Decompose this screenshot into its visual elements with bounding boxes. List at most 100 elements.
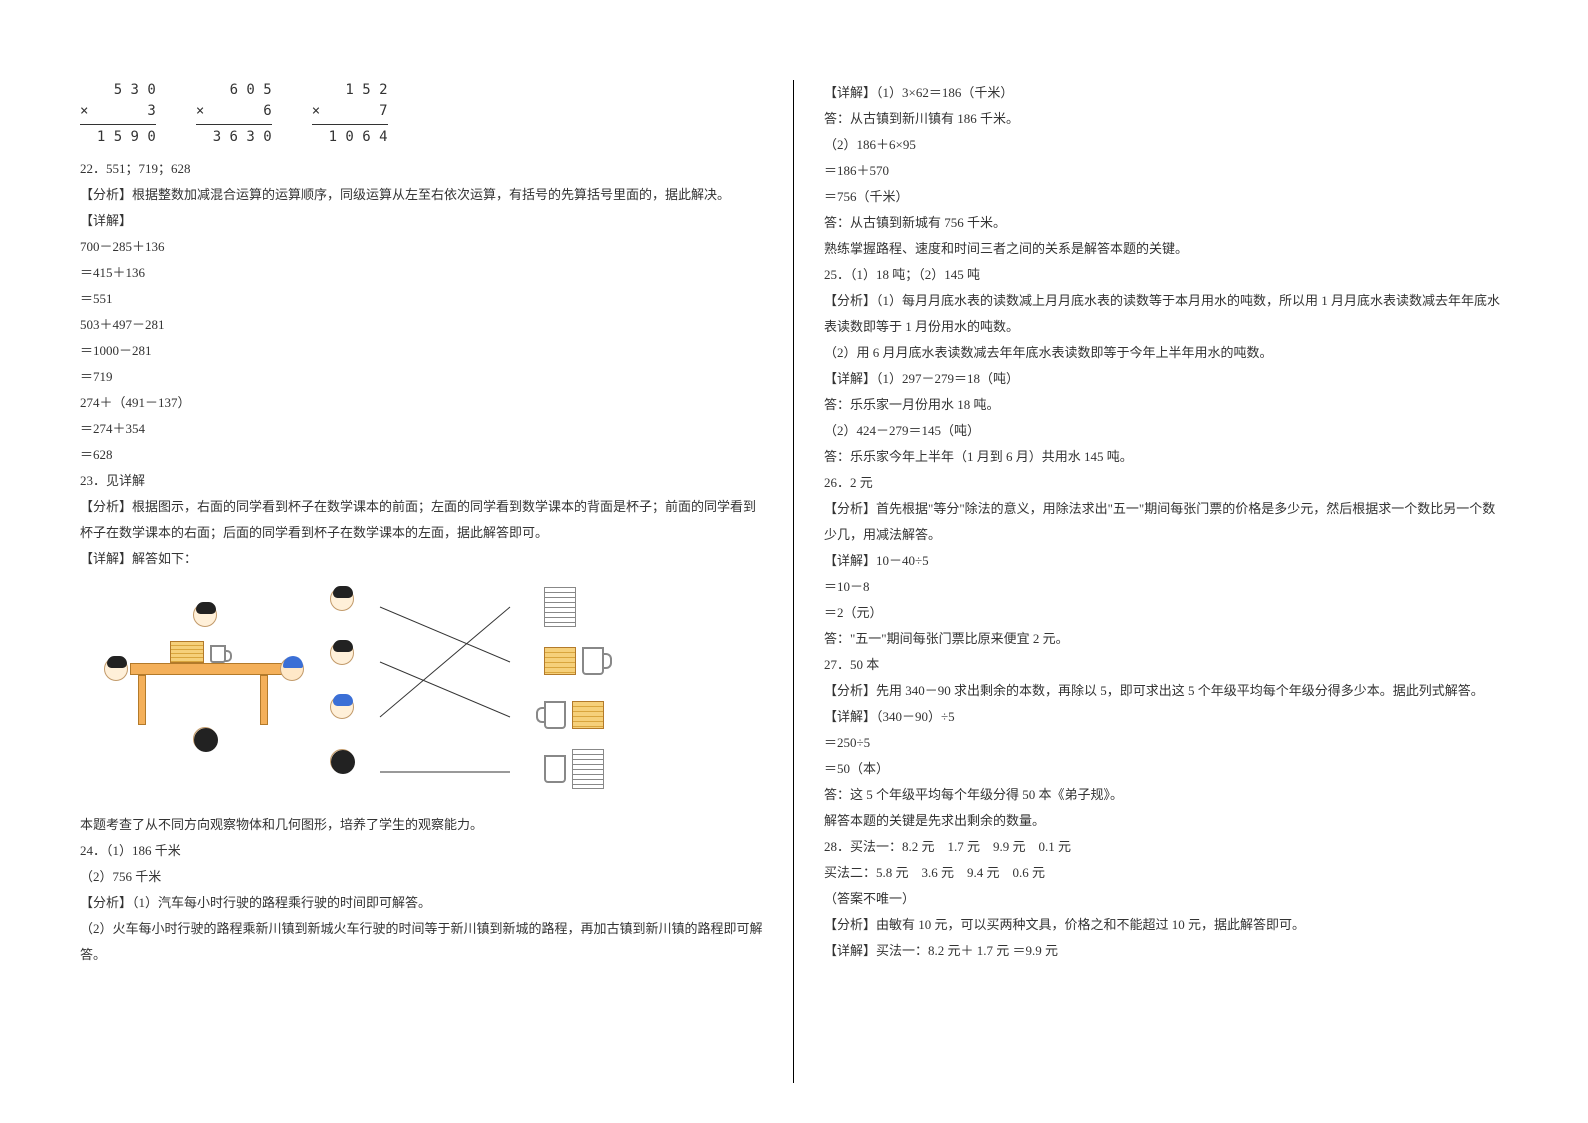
q27-analysis-text: 先用 340－90 求出剩余的本数，再除以 5，即可求出这 5 个年级平均每个年… bbox=[876, 683, 1484, 698]
q24-d1: （1）3×62＝186（千米） bbox=[876, 85, 1013, 100]
vmul-3-top: 1 5 2 bbox=[312, 80, 388, 101]
books-outline-icon bbox=[544, 587, 576, 627]
q27-answer: 答：这 5 个年级平均每个年级分得 50 本《弟子规》。 bbox=[824, 782, 1508, 808]
q24-analysis-1-text: （1）汽车每小时行驶的路程乘行驶的时间即可解答。 bbox=[132, 895, 431, 910]
q25-analysis-1: 【分析】（1）每月月底水表的读数减上月月底水表的读数等于本月用水的吨数，所以用 … bbox=[824, 288, 1508, 340]
q24-footer: 熟练掌握路程、速度和时间三者之间的关系是解答本题的关键。 bbox=[824, 236, 1508, 262]
vmul-2-mul: × 6 bbox=[196, 101, 272, 122]
q24-d4: ＝186＋570 bbox=[824, 158, 1508, 184]
cup-icon bbox=[210, 645, 226, 663]
cup-handle-left-icon bbox=[544, 701, 566, 729]
table-leg-icon bbox=[138, 675, 146, 725]
book-stack-icon bbox=[170, 641, 204, 663]
q24-header: 24．（1）186 千米 bbox=[80, 838, 763, 864]
q22-analysis: 【分析】根据整数加减混合运算的运算顺序，同级运算从左至右依次运算，有括号的先算括… bbox=[80, 182, 763, 208]
q26-detail-label: 【详解】 bbox=[824, 553, 876, 568]
vertical-multiplication-block: 5 3 0 × 3 1 5 9 0 6 0 5 × 6 3 6 3 0 1 5 … bbox=[80, 80, 763, 148]
opt-view-2 bbox=[544, 647, 604, 675]
q25-detail-label: 【详解】 bbox=[824, 371, 876, 386]
kid-bottom-icon bbox=[193, 727, 227, 767]
q24-analysis-label: 【分析】 bbox=[80, 895, 132, 910]
q23-analysis-label: 【分析】 bbox=[80, 499, 132, 514]
opt-kid-girl-icon bbox=[330, 587, 364, 627]
q26-s2: ＝2（元） bbox=[824, 600, 1508, 626]
q23-analysis: 【分析】根据图示，右面的同学看到杯子在数学课本的前面；左面的同学看到数学课本的背… bbox=[80, 494, 763, 546]
opt-row-4 bbox=[330, 744, 650, 794]
q25-analysis-2: （2）用 6 月月底水表读数减去年年底水表读数即等于今年上半年用水的吨数。 bbox=[824, 340, 1508, 366]
q23-detail-text: 解答如下： bbox=[132, 551, 197, 566]
left-column: 5 3 0 × 3 1 5 9 0 6 0 5 × 6 3 6 3 0 1 5 … bbox=[60, 80, 794, 1083]
q28-h1: 28．买法一：8.2 元 1.7 元 9.9 元 0.1 元 bbox=[824, 834, 1508, 860]
vmul-3-mul: × 7 bbox=[312, 101, 388, 122]
q23-detail-label: 【详解】 bbox=[80, 551, 132, 566]
q25-header: 25．（1）18 吨；（2）145 吨 bbox=[824, 262, 1508, 288]
matching-options bbox=[330, 582, 650, 802]
q25-detail-1: 【详解】（1）297－279＝18（吨） bbox=[824, 366, 1508, 392]
q24-d2: 答：从古镇到新川镇有 186 千米。 bbox=[824, 106, 1508, 132]
q27-detail: 【详解】（340－90）÷5 bbox=[824, 704, 1508, 730]
q25-d3: （2）424－279＝145（吨） bbox=[824, 418, 1508, 444]
cup-handle-right-icon bbox=[582, 647, 604, 675]
vmul-3: 1 5 2 × 7 1 0 6 4 bbox=[312, 80, 388, 148]
vmul-1-mul: × 3 bbox=[80, 101, 156, 122]
q25-d4: 答：乐乐家今年上半年（1 月到 6 月）共用水 145 吨。 bbox=[824, 444, 1508, 470]
q26-analysis: 【分析】首先根据"等分"除法的意义，用除法求出"五一"期间每张门票的价格是多少元… bbox=[824, 496, 1508, 548]
scene-table-kids bbox=[110, 607, 310, 777]
q27-detail-label: 【详解】 bbox=[824, 709, 876, 724]
q23-analysis-text: 根据图示，右面的同学看到杯子在数学课本的前面；左面的同学看到数学课本的背面是杯子… bbox=[80, 499, 756, 540]
q25-d2: 答：乐乐家一月份用水 18 吨。 bbox=[824, 392, 1508, 418]
right-column: 【详解】（1）3×62＝186（千米） 答：从古镇到新川镇有 186 千米。 （… bbox=[794, 80, 1528, 1083]
opt-view-3 bbox=[544, 701, 604, 729]
kid-left-icon bbox=[104, 657, 138, 697]
q23-detail: 【详解】解答如下： bbox=[80, 546, 763, 572]
q22-step-2: ＝551 bbox=[80, 286, 763, 312]
q24-d6: 答：从古镇到新城有 756 千米。 bbox=[824, 210, 1508, 236]
q27-s0: （340－90）÷5 bbox=[876, 709, 955, 724]
kid-right-icon bbox=[280, 657, 314, 697]
vmul-1-rule bbox=[80, 124, 156, 125]
q23-illustration bbox=[110, 582, 763, 802]
q28-detail: 【详解】买法一：8.2 元＋ 1.7 元 ＝9.9 元 bbox=[824, 938, 1508, 964]
page-two-column: 5 3 0 × 3 1 5 9 0 6 0 5 × 6 3 6 3 0 1 5 … bbox=[60, 80, 1528, 1083]
q28-detail-text: 买法一：8.2 元＋ 1.7 元 ＝9.9 元 bbox=[876, 943, 1058, 958]
vmul-2-result: 3 6 3 0 bbox=[196, 127, 272, 148]
q26-s0: 10－40÷5 bbox=[876, 553, 929, 568]
q27-s1: ＝250÷5 bbox=[824, 730, 1508, 756]
q26-answer: 答："五一"期间每张门票比原来便宜 2 元。 bbox=[824, 626, 1508, 652]
q22-step-4: ＝1000－281 bbox=[80, 338, 763, 364]
vmul-3-result: 1 0 6 4 bbox=[312, 127, 388, 148]
opt-row-1 bbox=[330, 582, 650, 632]
q23-header: 23．见详解 bbox=[80, 468, 763, 494]
q22-header: 22．551；719；628 bbox=[80, 156, 763, 182]
q24-d3: （2）186＋6×95 bbox=[824, 132, 1508, 158]
vmul-1: 5 3 0 × 3 1 5 9 0 bbox=[80, 80, 156, 148]
opt-kid-back-icon bbox=[330, 749, 364, 789]
q24-detail: 【详解】（1）3×62＝186（千米） bbox=[824, 80, 1508, 106]
vmul-1-top: 5 3 0 bbox=[80, 80, 156, 101]
q28-note: （答案不唯一） bbox=[824, 886, 1508, 912]
q25-analysis-1-text: （1）每月月底水表的读数减上月月底水表的读数等于本月用水的吨数，所以用 1 月月… bbox=[824, 293, 1500, 334]
q24-sub: （2）756 千米 bbox=[80, 864, 763, 890]
q27-footer: 解答本题的关键是先求出剩余的数量。 bbox=[824, 808, 1508, 834]
vmul-3-rule bbox=[312, 124, 388, 125]
q26-header: 26．2 元 bbox=[824, 470, 1508, 496]
cup-plain-icon bbox=[544, 755, 566, 783]
opt-view-1 bbox=[544, 587, 576, 627]
q22-step-3: 503＋497－281 bbox=[80, 312, 763, 338]
q23-footer: 本题考查了从不同方向观察物体和几何图形，培养了学生的观察能力。 bbox=[80, 812, 763, 838]
vmul-2-rule bbox=[196, 124, 272, 125]
q22-step-5: ＝719 bbox=[80, 364, 763, 390]
table-icon bbox=[130, 663, 290, 675]
q27-s2: ＝50（本） bbox=[824, 756, 1508, 782]
books-yellow-icon bbox=[572, 701, 604, 729]
q24-analysis-1: 【分析】（1）汽车每小时行驶的路程乘行驶的时间即可解答。 bbox=[80, 890, 763, 916]
q28-analysis-text: 由敏有 10 元，可以买两种文具，价格之和不能超过 10 元，据此解答即可。 bbox=[876, 917, 1305, 932]
q22-step-7: ＝274＋354 bbox=[80, 416, 763, 442]
q27-header: 27．50 本 bbox=[824, 652, 1508, 678]
q28-analysis-label: 【分析】 bbox=[824, 917, 876, 932]
q26-analysis-label: 【分析】 bbox=[824, 501, 876, 516]
opt-view-4 bbox=[544, 749, 604, 789]
vmul-1-result: 1 5 9 0 bbox=[80, 127, 156, 148]
q26-detail: 【详解】10－40÷5 bbox=[824, 548, 1508, 574]
q22-step-8: ＝628 bbox=[80, 442, 763, 468]
